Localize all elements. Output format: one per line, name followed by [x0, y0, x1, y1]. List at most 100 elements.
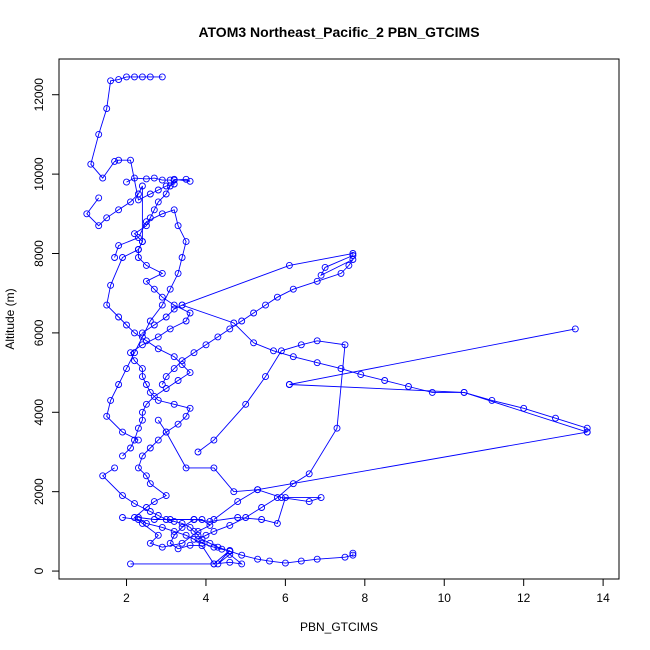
data-point [170, 517, 178, 525]
data-point [281, 494, 289, 502]
data-point [107, 77, 115, 85]
data-point [170, 301, 178, 309]
data-point [178, 301, 186, 309]
data-point [182, 317, 190, 325]
data-point [234, 498, 242, 506]
series-line [101, 467, 354, 564]
data-point [210, 464, 218, 472]
data-point [154, 436, 162, 444]
data-point [297, 557, 305, 565]
data-point [83, 210, 91, 218]
data-point [285, 381, 293, 388]
data-point [142, 261, 150, 269]
data-point [242, 400, 250, 408]
data-point [142, 381, 150, 388]
data-point [262, 301, 269, 309]
data-point [142, 218, 150, 226]
x-tick-label: 4 [203, 591, 210, 605]
series-line [106, 209, 187, 441]
data-point [111, 464, 119, 472]
data-point [305, 470, 313, 478]
data-point [174, 545, 182, 553]
data-point [146, 190, 154, 198]
data-point [190, 527, 198, 535]
x-tick-label: 6 [282, 591, 289, 605]
data-point [210, 436, 218, 444]
data-point [115, 76, 123, 84]
data-point [317, 494, 325, 502]
x-tick-label: 10 [438, 591, 452, 605]
data-point [166, 285, 174, 293]
data-point [138, 341, 146, 349]
data-point [103, 412, 111, 420]
data-point [154, 333, 162, 341]
data-point [158, 210, 166, 218]
data-point [285, 261, 293, 269]
data-point [146, 539, 154, 547]
data-point [186, 177, 194, 185]
data-point [138, 182, 146, 190]
data-point [266, 557, 273, 565]
data-point [583, 428, 591, 436]
data-point [182, 175, 190, 183]
data-point [226, 547, 234, 555]
data-point [119, 254, 126, 261]
data-point [123, 73, 130, 81]
data-point [146, 388, 154, 396]
data-point [138, 408, 146, 416]
data-point [166, 325, 174, 333]
data-point [134, 514, 142, 521]
data-point [182, 464, 190, 472]
data-point [111, 157, 119, 165]
data-point [99, 174, 107, 182]
data-point [186, 369, 194, 377]
data-point [158, 269, 166, 277]
data-point [234, 514, 242, 521]
y-tick-label: 8000 [32, 240, 46, 267]
data-point [277, 494, 285, 502]
data-point [119, 492, 126, 500]
data-point [333, 424, 341, 432]
data-point [162, 313, 170, 321]
data-point [138, 329, 146, 337]
data-point [146, 317, 154, 325]
data-point [131, 174, 138, 182]
data-point [250, 309, 258, 317]
data-point [186, 541, 194, 549]
data-point [281, 559, 289, 567]
data-point [381, 377, 389, 384]
data-point [127, 560, 134, 568]
data-point [337, 365, 345, 373]
data-point [254, 486, 262, 494]
data-point [119, 428, 126, 436]
data-point [162, 428, 170, 436]
data-point [190, 349, 198, 357]
data-point [131, 357, 138, 365]
data-point [345, 261, 353, 269]
data-point [127, 444, 134, 452]
data-point [357, 371, 365, 379]
data-point [123, 178, 130, 186]
data-point [138, 365, 146, 373]
data-point [170, 365, 178, 373]
series-line [138, 419, 322, 524]
data-point [194, 527, 202, 535]
y-tick-label: 10000 [32, 157, 46, 191]
data-point [198, 516, 206, 523]
data-point [150, 174, 158, 182]
data-point [142, 519, 150, 527]
data-point [210, 543, 218, 551]
data-point [103, 105, 111, 113]
data-point [127, 156, 134, 164]
data-point [178, 523, 186, 531]
data-point [226, 558, 234, 566]
data-point [210, 560, 218, 568]
data-point [158, 293, 166, 301]
data-point [138, 73, 146, 81]
data-point [552, 414, 559, 422]
data-point [571, 325, 579, 333]
data-point [226, 325, 234, 333]
data-point [162, 190, 170, 198]
data-point [210, 527, 218, 535]
